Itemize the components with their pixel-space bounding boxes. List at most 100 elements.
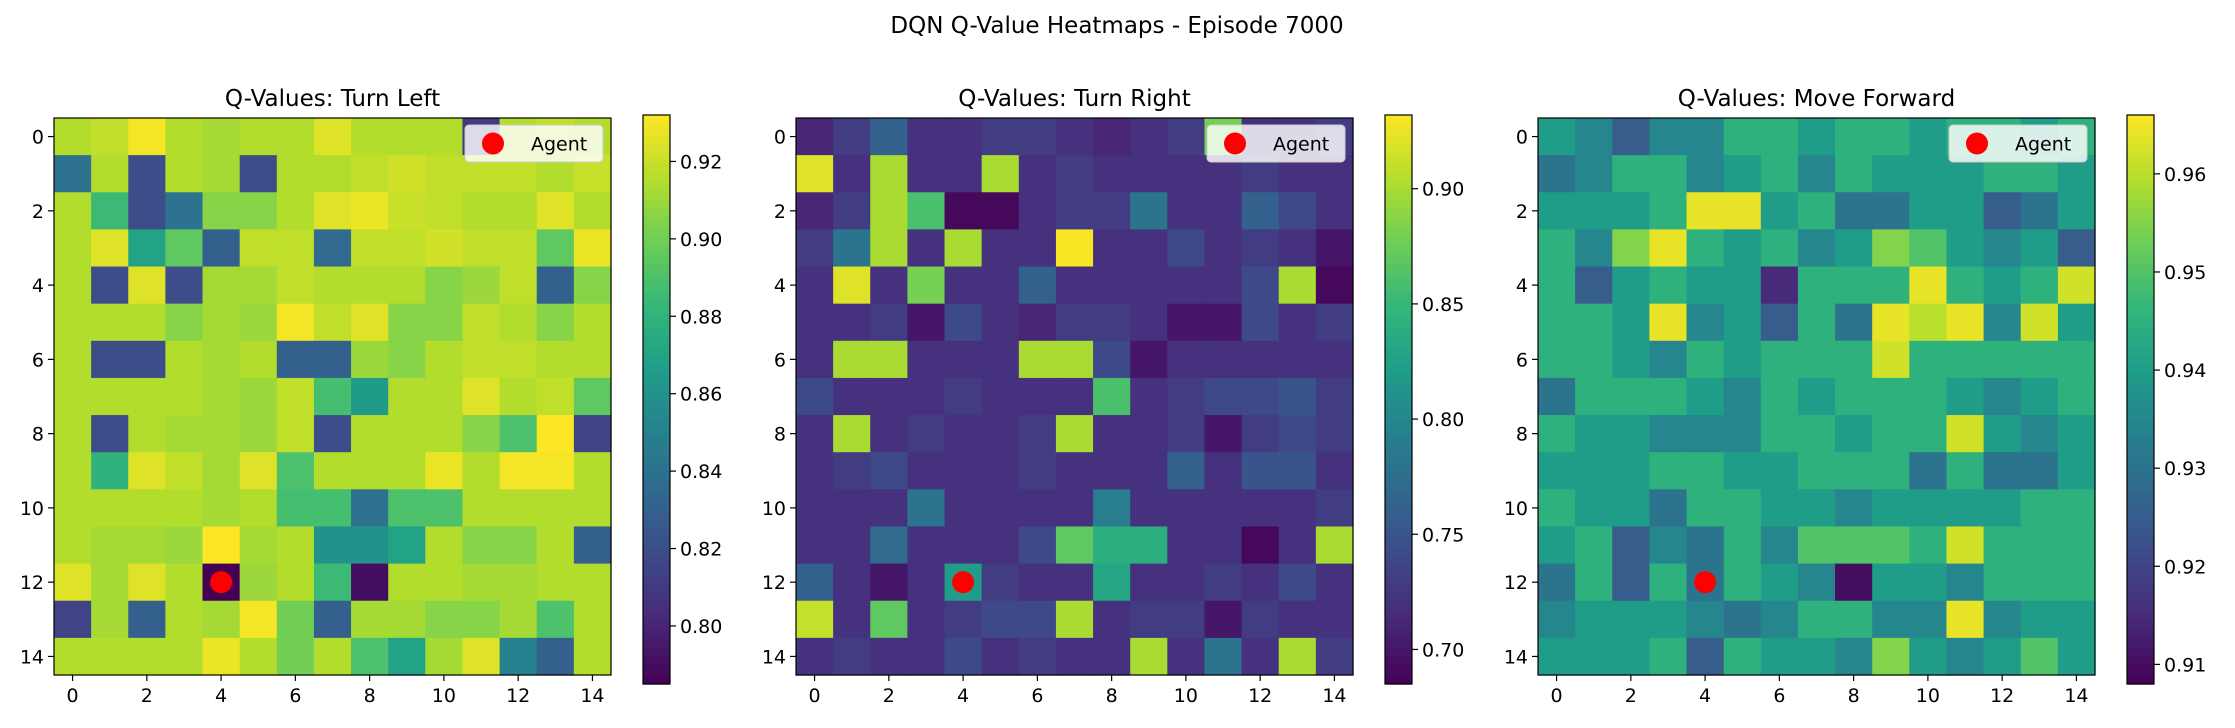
colorbar-segment	[643, 193, 670, 201]
heatmap-cell	[1612, 452, 1650, 490]
colorbar-segment	[643, 634, 670, 642]
heatmap-cell	[1575, 563, 1613, 602]
heatmap-cell	[1093, 229, 1131, 268]
x-tick-label: 2	[1625, 685, 1637, 707]
heatmap-cell	[536, 415, 575, 453]
heatmap-cell	[1130, 266, 1168, 305]
heatmap-cell	[1538, 489, 1576, 528]
heatmap-cell	[1835, 452, 1873, 490]
legend-label: Agent	[1273, 134, 1329, 156]
heatmap-cell	[1946, 415, 1985, 453]
heatmap-cell	[1167, 266, 1206, 305]
heatmap-cell	[981, 415, 1020, 453]
heatmap-cell	[425, 526, 464, 565]
heatmap-cell	[1167, 526, 1206, 565]
heatmap-cell	[1538, 229, 1576, 268]
heatmap-cell	[313, 415, 352, 453]
heatmap-cell	[1538, 563, 1576, 602]
heatmap-cell	[1130, 377, 1168, 416]
colorbar-segment	[2127, 363, 2154, 372]
heatmap-cell	[1093, 118, 1131, 156]
heatmap-cell	[462, 637, 501, 676]
heatmap-cell	[1018, 452, 1057, 490]
heatmap-cell	[1723, 526, 1762, 565]
axes-frame	[53, 117, 612, 676]
colorbar-segment	[1385, 627, 1412, 635]
heatmap-cell	[1797, 452, 1836, 490]
colorbar-segment	[1385, 413, 1412, 422]
heatmap-cell	[239, 637, 278, 676]
heatmap-cell	[1649, 526, 1688, 565]
colorbar-segment	[2127, 150, 2154, 159]
heatmap-panel-2: Q-Values: Turn Right 0 2 4 6 8 10 12 14 0 2 4 6 8 10 12…	[762, 86, 1465, 707]
heatmap-cell	[907, 600, 946, 639]
heatmap-cell	[573, 377, 612, 416]
heatmap-cell	[1130, 452, 1168, 490]
colorbar-segment	[643, 307, 670, 315]
heatmap-cell	[1872, 266, 1910, 305]
heatmap-cell	[1538, 526, 1576, 565]
colorbar-segment	[2127, 264, 2154, 273]
y-tick-label: 14	[20, 646, 44, 668]
colorbar-segment	[643, 627, 670, 635]
heatmap-cell	[1315, 192, 1354, 230]
heatmap-cell	[1278, 563, 1317, 602]
heatmap-cell	[1649, 377, 1688, 416]
y-tick-label: 12	[762, 572, 786, 594]
heatmap-cell	[499, 489, 538, 528]
axes-frame	[795, 117, 1354, 676]
heatmap-cell	[1946, 489, 1985, 528]
heatmap-cell	[1872, 452, 1910, 490]
colorbar-segment	[1385, 591, 1412, 600]
heatmap-cell	[1983, 637, 2022, 676]
heatmap-cell	[313, 229, 352, 268]
heatmap-cell	[1872, 303, 1910, 342]
heatmap-cell	[1130, 303, 1168, 342]
heatmap-cell	[1241, 229, 1280, 268]
colorbar-segment	[1385, 307, 1412, 315]
colorbar-segment	[2127, 619, 2154, 628]
heatmap-cell	[165, 637, 204, 676]
colorbar-segment	[1385, 356, 1412, 365]
heatmap-cell	[425, 489, 464, 528]
colorbar-tick-label: 0.93	[2164, 458, 2206, 480]
colorbar-segment	[2127, 648, 2154, 657]
heatmap-cell	[276, 340, 315, 379]
heatmap-cell	[1835, 526, 1873, 565]
heatmap-cell	[239, 229, 278, 268]
colorbar-segment	[2127, 186, 2154, 194]
colorbar-tick-label: 0.90	[680, 229, 722, 251]
colorbar-tick-label: 0.92	[680, 151, 722, 173]
heatmap-cell	[462, 452, 501, 490]
heatmap-cell	[1760, 303, 1799, 342]
heatmap-cell	[276, 489, 315, 528]
heatmap-cell	[1241, 637, 1280, 676]
colorbar-segment	[2127, 463, 2154, 472]
heatmap-cell	[202, 377, 241, 416]
colorbar-tick-label: 0.85	[1422, 294, 1464, 316]
heatmap-cell	[276, 415, 315, 453]
heatmap-cell	[796, 415, 834, 453]
y-tick-label: 0	[1516, 127, 1528, 149]
heatmap-cell	[1018, 415, 1057, 453]
heatmap-cell	[1093, 155, 1131, 193]
heatmap-cell	[870, 637, 908, 676]
colorbar-segment	[643, 250, 670, 258]
heatmap-cell	[388, 489, 426, 528]
colorbar-segment	[2127, 342, 2154, 351]
heatmap-cell	[1167, 637, 1206, 676]
heatmap-cell	[1538, 340, 1576, 379]
heatmap-cell	[1167, 340, 1206, 379]
heatmap-cell	[573, 340, 612, 379]
colorbar-segment	[1385, 548, 1412, 557]
heatmap-cell	[1909, 377, 1948, 416]
heatmap-cell	[1575, 637, 1613, 676]
legend-label: Agent	[531, 134, 587, 156]
heatmap-cell	[536, 600, 575, 639]
heatmap-cell	[351, 600, 389, 639]
colorbar-segment	[643, 385, 670, 393]
heatmap-cell	[313, 489, 352, 528]
heatmap-cell	[1983, 303, 2022, 342]
heatmap-cell	[165, 155, 204, 193]
colorbar-segment	[2127, 164, 2154, 173]
